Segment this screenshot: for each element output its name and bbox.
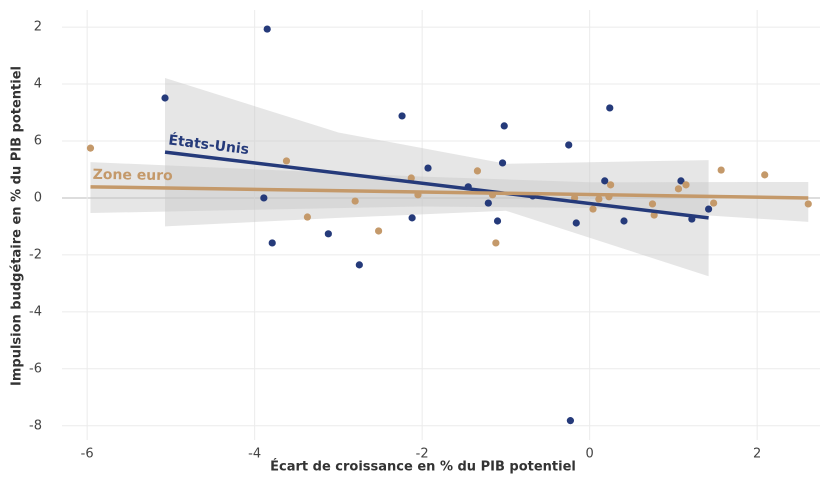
x-tick-label: -6 [81, 447, 94, 462]
point [161, 94, 169, 102]
point [565, 141, 573, 149]
x-tick-label: 0 [586, 447, 594, 462]
y-axis-title: Impulsion budgétaire en % du PIB potenti… [10, 66, 25, 386]
point [572, 219, 580, 227]
x-tick-label: -2 [416, 447, 429, 462]
point [86, 144, 95, 152]
point [263, 25, 271, 33]
y-tick-label: -4 [29, 304, 42, 319]
point [566, 417, 575, 425]
x-axis-title: Écart de croissance en % du PIB potentie… [270, 459, 576, 475]
y-tick-label: 4 [34, 77, 42, 92]
point [375, 227, 383, 235]
point [407, 174, 415, 182]
point [677, 177, 685, 185]
point [398, 112, 406, 120]
point [492, 239, 500, 247]
y-tick-label: -8 [29, 418, 42, 433]
point [705, 205, 713, 213]
point [498, 159, 507, 167]
x-tick-label: -4 [248, 447, 261, 462]
point [355, 261, 363, 269]
point [682, 181, 690, 189]
point [268, 239, 276, 247]
point [601, 177, 609, 185]
regression-line [90, 185, 809, 200]
y-tick-label: -6 [29, 361, 42, 376]
point [674, 185, 683, 193]
point [324, 230, 332, 238]
point [761, 171, 769, 179]
point [473, 167, 482, 175]
point [648, 200, 657, 208]
point [804, 200, 812, 208]
regression-line [164, 150, 709, 220]
point [303, 213, 312, 221]
point [408, 214, 416, 222]
point [607, 181, 615, 189]
point [710, 199, 718, 207]
point [351, 197, 359, 205]
series-label: Zone euro [93, 167, 174, 184]
y-tick-label: 0 [34, 190, 42, 205]
point [493, 217, 502, 225]
y-tick-label: -2 [29, 247, 42, 262]
point [484, 199, 492, 207]
point [620, 217, 628, 225]
point [589, 205, 597, 213]
point [260, 194, 268, 202]
confidence-band [165, 78, 709, 277]
x-tick-label: 2 [753, 447, 761, 462]
point [606, 104, 614, 112]
point [595, 195, 603, 203]
y-tick-label: 6 [34, 133, 42, 148]
point [717, 166, 725, 174]
point [500, 122, 508, 130]
point [424, 164, 432, 172]
point [282, 157, 291, 165]
y-tick-label: 2 [34, 20, 42, 35]
